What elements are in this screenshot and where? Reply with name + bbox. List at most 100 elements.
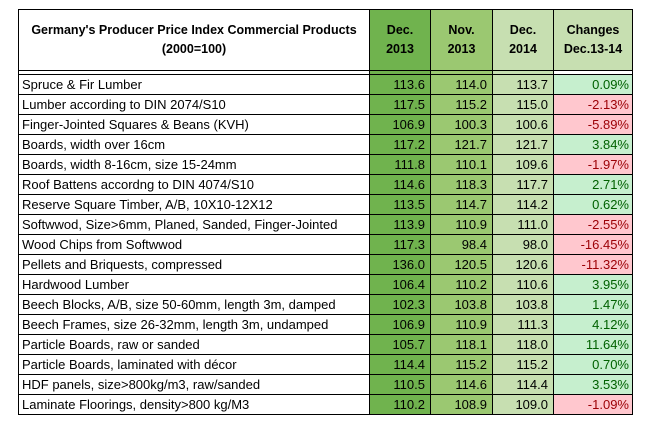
table-row: Spruce & Fir Lumber 113.6 114.0 113.7 0.09% <box>18 74 633 95</box>
product-name-cell: Particle Boards, raw or sanded <box>18 334 370 355</box>
change-value-cell: -2.13% <box>553 94 633 115</box>
column-header-nov-2013: Nov. 2013 <box>430 9 493 71</box>
product-name-cell: Pellets and Briquests, compressed <box>18 254 370 275</box>
product-name-cell: Laminate Floorings, density>800 kg/M3 <box>18 394 370 415</box>
nov-2013-value-cell: 115.2 <box>430 354 493 375</box>
change-value-cell: 2.71% <box>553 174 633 195</box>
product-name-cell: Finger-Jointed Squares & Beans (KVH) <box>18 114 370 135</box>
table-row: HDF panels, size>800kg/m3, raw/sanded 110… <box>18 374 633 395</box>
table-row: Wood Chips from Softwwod 117.3 98.4 98.0 -16… <box>18 234 633 255</box>
product-name-cell: Boards, width over 16cm <box>18 134 370 155</box>
title-line-2: (2000=100) <box>161 42 227 56</box>
change-value-cell: -16.45% <box>553 234 633 255</box>
product-name-cell: Particle Boards, laminated with décor <box>18 354 370 375</box>
nov-2013-value-cell: 110.1 <box>430 154 493 175</box>
dec-2014-value-cell: 117.7 <box>492 174 554 195</box>
dec-2013-value-cell: 136.0 <box>369 254 431 275</box>
dec-2014-value-cell: 114.4 <box>492 374 554 395</box>
change-value-cell: 0.70% <box>553 354 633 375</box>
nov-2013-value-cell: 114.7 <box>430 194 493 215</box>
dec-2014-value-cell: 110.6 <box>492 274 554 295</box>
table-row: Laminate Floorings, density>800 kg/M3 110… <box>18 394 633 415</box>
table-row: Hardwood Lumber 106.4 110.2 110.6 3.95% <box>18 274 633 295</box>
product-name-cell: Beech Blocks, A/B, size 50-60mm, length … <box>18 294 370 315</box>
column-header-dec-2014: Dec. 2014 <box>492 9 554 71</box>
nov-2013-value-cell: 110.9 <box>430 314 493 335</box>
nov-2013-value-cell: 100.3 <box>430 114 493 135</box>
change-value-cell: 0.09% <box>553 74 633 95</box>
table-row: Particle Boards, raw or sanded 105.7 118.1… <box>18 334 633 355</box>
dec-2013-value-cell: 106.9 <box>369 314 431 335</box>
product-name-cell: Lumber according to DIN 2074/S10 <box>18 94 370 115</box>
header-row: Germany's Producer Price Index Commercia… <box>18 9 633 71</box>
dec-2013-value-cell: 110.2 <box>369 394 431 415</box>
dec-2014-value-cell: 121.7 <box>492 134 554 155</box>
nov-2013-value-cell: 120.5 <box>430 254 493 275</box>
table-row: Boards, width over 16cm 117.2 121.7 121.7 3.… <box>18 134 633 155</box>
nov-2013-value-cell: 110.2 <box>430 274 493 295</box>
dec-2014-value-cell: 103.8 <box>492 294 554 315</box>
column-header-dec-2013: Dec. 2013 <box>369 9 431 71</box>
dec-2014-value-cell: 113.7 <box>492 74 554 95</box>
ppi-table-container: Germany's Producer Price Index Commercia… <box>18 9 633 415</box>
nov-2013-value-cell: 114.0 <box>430 74 493 95</box>
dec-2013-value-cell: 106.4 <box>369 274 431 295</box>
nov-2013-value-cell: 103.8 <box>430 294 493 315</box>
product-name-cell: Beech Frames, size 26-32mm, length 3m, u… <box>18 314 370 335</box>
change-value-cell: 3.84% <box>553 134 633 155</box>
product-name-cell: Roof Battens accordng to DIN 4074/S10 <box>18 174 370 195</box>
nov-2013-value-cell: 108.9 <box>430 394 493 415</box>
dec-2014-value-cell: 109.6 <box>492 154 554 175</box>
product-name-cell: Reserve Square Timber, A/B, 10X10-12X12 <box>18 194 370 215</box>
change-value-cell: 3.95% <box>553 274 633 295</box>
nov-2013-value-cell: 114.6 <box>430 374 493 395</box>
column-header-line: 2014 <box>509 42 537 56</box>
title-line-1: Germany's Producer Price Index Commercia… <box>31 23 357 37</box>
dec-2014-value-cell: 118.0 <box>492 334 554 355</box>
ppi-table: Germany's Producer Price Index Commercia… <box>18 9 633 415</box>
dec-2014-value-cell: 111.0 <box>492 214 554 235</box>
change-value-cell: 4.12% <box>553 314 633 335</box>
change-value-cell: -1.09% <box>553 394 633 415</box>
column-header-line: Dec.13-14 <box>563 42 623 56</box>
product-name-cell: Softwwod, Size>6mm, Planed, Sanded, Fing… <box>18 214 370 235</box>
table-row: Reserve Square Timber, A/B, 10X10-12X12 1… <box>18 194 633 215</box>
change-value-cell: -5.89% <box>553 114 633 135</box>
dec-2014-value-cell: 115.0 <box>492 94 554 115</box>
table-row: Pellets and Briquests, compressed 136.0 12… <box>18 254 633 275</box>
nov-2013-value-cell: 118.3 <box>430 174 493 195</box>
nov-2013-value-cell: 121.7 <box>430 134 493 155</box>
column-header-line: Dec. <box>509 23 537 37</box>
nov-2013-value-cell: 118.1 <box>430 334 493 355</box>
dec-2013-value-cell: 105.7 <box>369 334 431 355</box>
dec-2013-value-cell: 114.6 <box>369 174 431 195</box>
dec-2013-value-cell: 106.9 <box>369 114 431 135</box>
dec-2014-value-cell: 109.0 <box>492 394 554 415</box>
table-row: Particle Boards, laminated with décor 114… <box>18 354 633 375</box>
dec-2014-value-cell: 111.3 <box>492 314 554 335</box>
table-row: Roof Battens accordng to DIN 4074/S10 114… <box>18 174 633 195</box>
dec-2013-value-cell: 113.5 <box>369 194 431 215</box>
product-name-cell: Wood Chips from Softwwod <box>18 234 370 255</box>
dec-2013-value-cell: 117.5 <box>369 94 431 115</box>
column-header-line: Dec. <box>386 23 414 37</box>
table-row: Boards, width 8-16cm, size 15-24mm 111.8 1… <box>18 154 633 175</box>
dec-2013-value-cell: 111.8 <box>369 154 431 175</box>
dec-2013-value-cell: 102.3 <box>369 294 431 315</box>
column-header-changes: Changes Dec.13-14 <box>553 9 633 71</box>
table-row: Finger-Jointed Squares & Beans (KVH) 106.… <box>18 114 633 135</box>
table-row: Lumber according to DIN 2074/S10 117.5 115… <box>18 94 633 115</box>
change-value-cell: 11.64% <box>553 334 633 355</box>
change-value-cell: -2.55% <box>553 214 633 235</box>
table-row: Beech Blocks, A/B, size 50-60mm, length … <box>18 294 633 315</box>
dec-2013-value-cell: 117.3 <box>369 234 431 255</box>
dec-2013-value-cell: 114.4 <box>369 354 431 375</box>
dec-2014-value-cell: 100.6 <box>492 114 554 135</box>
table-body: Spruce & Fir Lumber 113.6 114.0 113.7 0.09% L… <box>18 74 633 415</box>
nov-2013-value-cell: 110.9 <box>430 214 493 235</box>
table-row: Softwwod, Size>6mm, Planed, Sanded, Fing… <box>18 214 633 235</box>
column-header-line: Nov. <box>448 23 475 37</box>
dec-2014-value-cell: 114.2 <box>492 194 554 215</box>
product-name-cell: Spruce & Fir Lumber <box>18 74 370 95</box>
nov-2013-value-cell: 98.4 <box>430 234 493 255</box>
